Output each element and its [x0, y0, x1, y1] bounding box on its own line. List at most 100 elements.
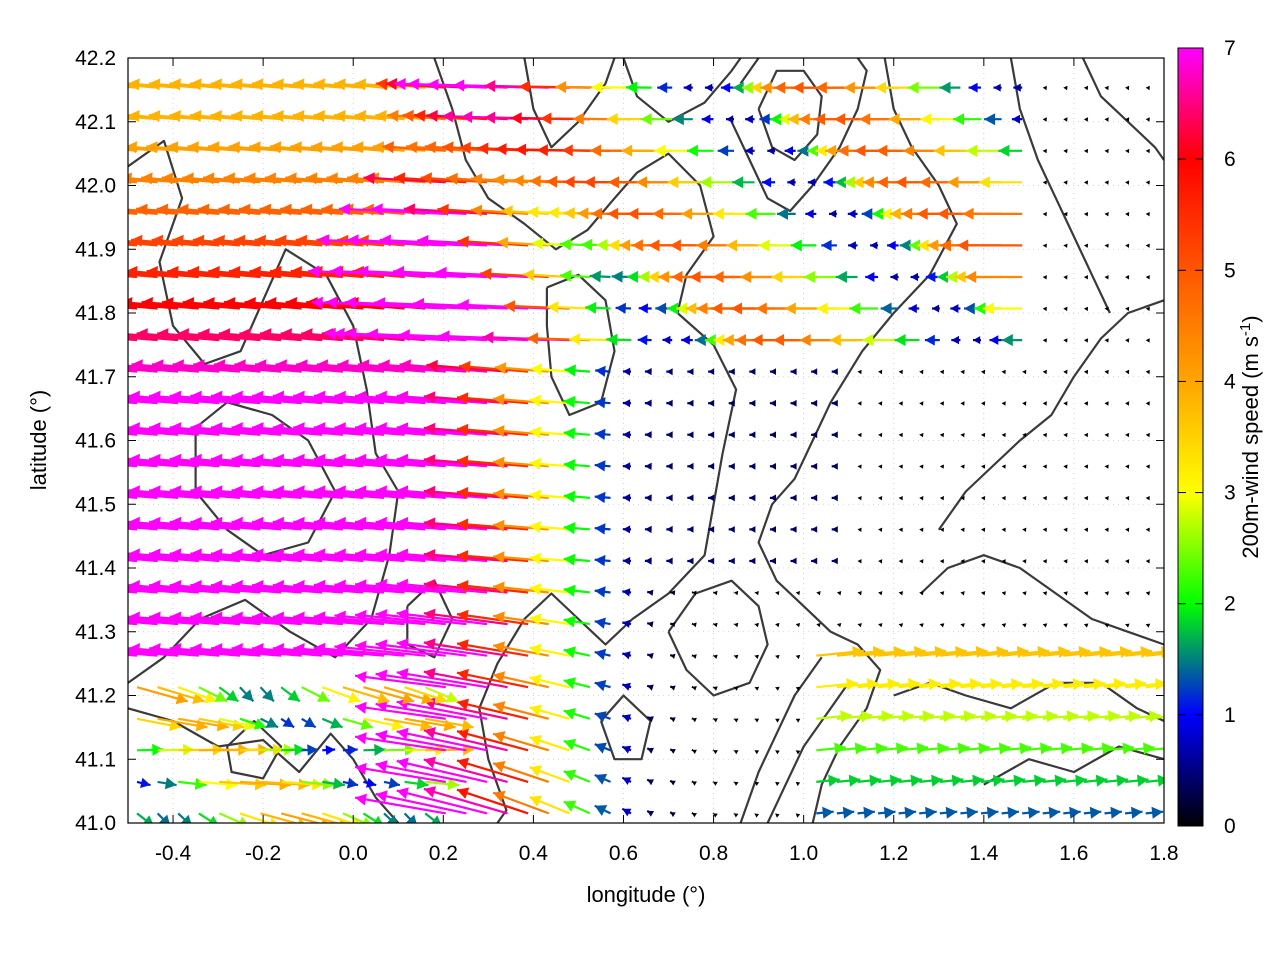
wind-arrow-1144	[1042, 117, 1047, 122]
wind-arrow-25	[646, 809, 655, 817]
wind-arrow-760	[259, 328, 343, 342]
wind-arrow-32	[795, 813, 801, 818]
wind-arrow-73	[594, 773, 611, 785]
wind-arrow-653	[128, 396, 199, 405]
wind-arrow-118	[423, 727, 508, 752]
wind-arrow-484	[831, 526, 838, 533]
wind-arrow-581	[769, 463, 776, 470]
wind-arrow-476	[666, 525, 673, 533]
wind-arrow-660	[252, 390, 343, 405]
wind-arrow-87	[898, 774, 923, 787]
wind-arrow-506	[169, 485, 261, 499]
wind-arrow-49	[1145, 806, 1164, 819]
wind-arrow-965	[338, 203, 446, 216]
wind-arrow-937	[887, 240, 899, 251]
wind-arrow-607	[190, 422, 282, 436]
wind-arrow-165	[354, 701, 446, 720]
wind-arrow-587	[898, 464, 903, 469]
wind-arrow-861	[290, 265, 364, 279]
wind-arrow-224	[621, 682, 632, 691]
wind-arrow-751	[128, 336, 158, 342]
wind-arrow-305	[149, 611, 240, 626]
wind-arrow-208	[301, 686, 331, 703]
wind-arrow-380	[754, 591, 759, 596]
wind-arrow-68	[423, 756, 508, 783]
wind-arrow-175	[646, 716, 654, 723]
wind-arrow-170	[492, 701, 549, 720]
wind-arrow-617	[396, 422, 488, 436]
wind-arrow-1190	[939, 81, 961, 94]
wind-arrow-269	[456, 639, 529, 657]
wind-arrow-1114	[375, 110, 426, 122]
wind-arrow-327	[691, 622, 697, 628]
wind-arrow-127	[691, 748, 697, 754]
wind-arrow-823	[585, 301, 611, 314]
wind-arrow-578	[708, 462, 715, 470]
wind-arrow-843	[982, 302, 1023, 315]
wind-arrow-503	[128, 490, 199, 499]
wind-arrow-801	[128, 304, 158, 310]
wind-arrow-48	[1124, 806, 1143, 819]
wind-arrow-609	[231, 422, 323, 436]
wind-arrow-840	[950, 304, 961, 313]
wind-arrow-1128	[701, 114, 714, 124]
wind-arrow-870	[480, 267, 549, 280]
wind-arrow-567	[396, 453, 488, 468]
colorbar-tick-label-7: 7	[1224, 37, 1236, 60]
wind-arrow-1129	[726, 115, 734, 124]
colorbar-tick-label-3: 3	[1224, 482, 1236, 505]
wind-arrow-45	[1063, 806, 1081, 819]
wind-arrow-584	[831, 463, 838, 470]
wind-arrow-1198	[1125, 85, 1130, 91]
wind-arrow-562	[293, 453, 385, 468]
wind-arrow-381	[775, 591, 780, 596]
wind-arrow-82	[795, 781, 801, 786]
wind-arrow-680	[749, 399, 756, 407]
wind-arrow-787	[862, 334, 899, 347]
wind-arrow-383	[816, 591, 821, 596]
wind-arrow-773	[568, 333, 611, 346]
wind-arrow-133	[816, 742, 846, 755]
wind-arrow-164	[425, 717, 474, 732]
wind-arrow-386	[878, 591, 883, 596]
wind-arrow-217	[396, 668, 488, 689]
wind-arrow-610	[252, 422, 343, 436]
wind-arrow-41	[980, 806, 999, 819]
wind-arrow-78	[712, 780, 718, 786]
wind-arrow-542	[1001, 496, 1006, 501]
wind-arrow-72	[563, 769, 591, 783]
wind-arrow-323	[594, 617, 611, 629]
wind-arrow-525	[644, 494, 652, 502]
wind-arrow-574	[622, 462, 632, 471]
wind-arrow-559	[231, 453, 323, 468]
wind-arrow-11	[362, 812, 383, 823]
wind-arrow-14	[424, 812, 441, 823]
wind-arrow-452	[128, 524, 179, 531]
wind-arrow-697	[1104, 401, 1109, 406]
wind-arrow-99	[1145, 774, 1164, 787]
wind-arrow-742	[1001, 369, 1006, 375]
wind-arrow-200	[136, 686, 189, 705]
wind-arrow-663	[313, 390, 405, 405]
wind-arrow-799	[1145, 338, 1150, 343]
wind-arrow-130	[754, 749, 760, 755]
wind-arrow-62	[383, 777, 401, 789]
wind-arrow-479	[728, 526, 735, 533]
wind-arrow-793	[1001, 334, 1023, 347]
wind-arrow-109	[322, 745, 336, 756]
wind-arrow-611	[272, 422, 364, 436]
wind-arrow-642	[1001, 432, 1006, 438]
wind-arrow-207	[280, 686, 301, 703]
wind-arrow-33	[816, 806, 834, 819]
wind-arrow-487	[898, 527, 903, 532]
wind-arrow-667	[396, 390, 488, 405]
wind-arrow-428	[708, 557, 715, 565]
wind-arrow-505	[149, 485, 240, 499]
wind-arrow-1191	[968, 82, 981, 93]
wind-arrow-904	[151, 234, 220, 247]
wind-arrow-138	[919, 742, 949, 755]
wind-arrow-190	[960, 710, 996, 723]
wind-arrow-649	[1145, 432, 1150, 438]
wind-arrow-713	[316, 359, 405, 373]
wind-arrow-560	[252, 453, 343, 468]
